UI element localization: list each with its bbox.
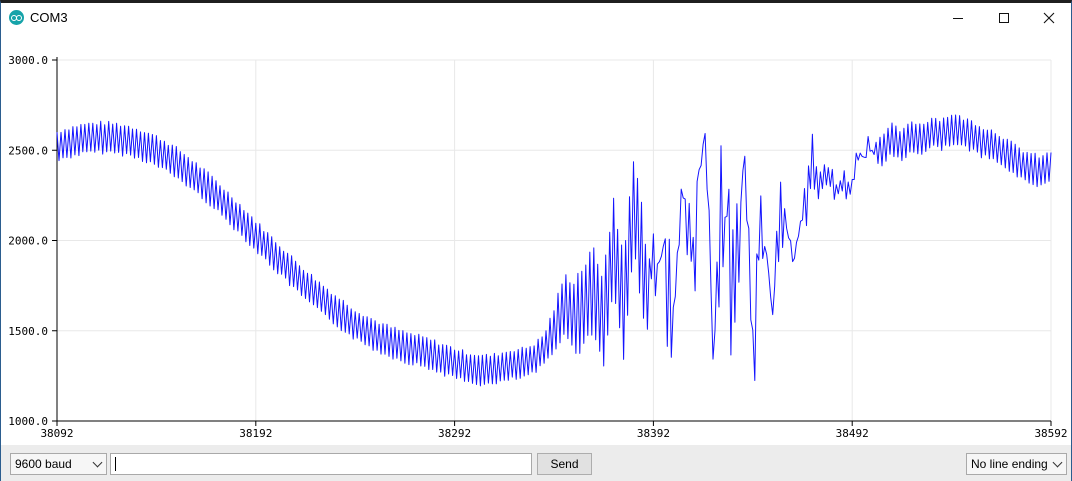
- x-tick-label: 38192: [239, 427, 272, 440]
- send-button[interactable]: Send: [537, 453, 592, 475]
- baud-rate-select[interactable]: 9600 baud: [10, 453, 107, 475]
- serial-plot: 1000.0 1500.0 2000.0 2500.0 3000.0 38092 3819…: [8, 54, 1068, 440]
- x-tick-label: 38092: [40, 427, 73, 440]
- x-ticks: 38092 38192 38292 38392 38492 38592: [40, 421, 1068, 440]
- minimize-button[interactable]: [935, 3, 981, 33]
- baud-rate-value: 9600 baud: [15, 457, 72, 471]
- minimize-icon: [953, 17, 963, 19]
- x-tick-label: 38292: [438, 427, 471, 440]
- y-tick-label: 1000.0: [8, 415, 48, 428]
- window-title: COM3: [30, 10, 68, 25]
- x-tick-label: 38392: [637, 427, 670, 440]
- text-caret: [115, 457, 116, 471]
- y-ticks: 1000.0 1500.0 2000.0 2500.0 3000.0: [8, 54, 57, 428]
- x-tick-label: 38592: [1034, 427, 1067, 440]
- chevron-down-icon: [1052, 457, 1063, 468]
- axes: [56, 57, 1051, 422]
- chevron-down-icon: [92, 457, 103, 468]
- line-ending-select[interactable]: No line ending: [966, 453, 1067, 475]
- serial-input[interactable]: [110, 453, 532, 475]
- close-button[interactable]: [1026, 3, 1072, 33]
- bottom-toolbar: 9600 baud Send No line ending: [1, 445, 1071, 481]
- y-tick-label: 2000.0: [8, 235, 48, 248]
- grid-lines: [57, 59, 1052, 421]
- maximize-icon: [999, 13, 1009, 23]
- y-tick-label: 3000.0: [8, 54, 48, 67]
- plot-area: 1000.0 1500.0 2000.0 2500.0 3000.0 38092 3819…: [1, 33, 1071, 445]
- y-tick-label: 1500.0: [8, 325, 48, 338]
- series-line: [56, 114, 1052, 387]
- y-tick-label: 2500.0: [8, 144, 48, 157]
- line-ending-value: No line ending: [971, 457, 1048, 471]
- close-icon: [1043, 12, 1055, 24]
- x-tick-label: 38492: [836, 427, 869, 440]
- title-bar: COM3: [1, 3, 1071, 33]
- maximize-button[interactable]: [981, 3, 1027, 33]
- arduino-icon: [9, 10, 24, 25]
